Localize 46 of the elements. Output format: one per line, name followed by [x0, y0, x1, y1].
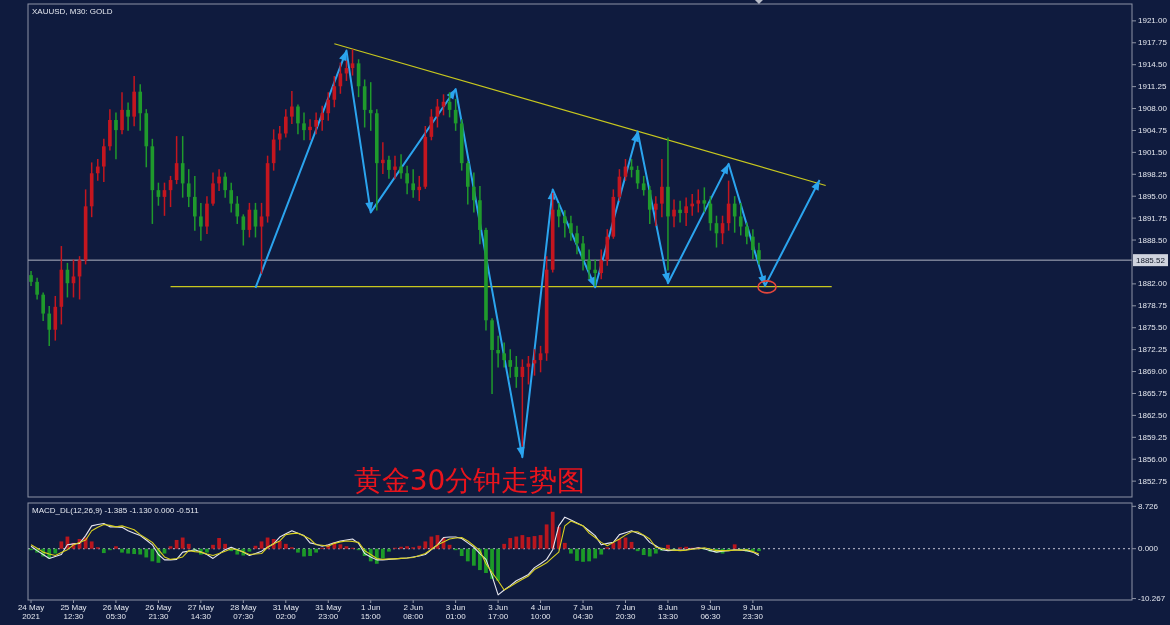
x-tick-label: 7 Jun 20:30: [615, 603, 637, 621]
x-tick-label: 26 May 21:30: [145, 603, 172, 621]
x-tick-label: 2 Jun 08:00: [403, 603, 424, 621]
x-tick-label: 1 Jun 15:00: [360, 603, 382, 621]
x-tick-label: 9 Jun 06:30: [700, 603, 721, 621]
x-tick-label: 27 May 14:30: [187, 603, 214, 621]
y-tick-label: 1856.00: [1138, 454, 1168, 464]
y-tick-label: 1878.75: [1138, 301, 1168, 311]
y-tick-label: 1875.50: [1138, 323, 1168, 333]
y-tick-label: 1921.00: [1138, 16, 1168, 26]
x-tick-label: 7 Jun 04:30: [573, 603, 594, 621]
x-tick-label: 4 Jun 10:00: [530, 603, 552, 621]
y-tick-label: 1917.75: [1138, 38, 1168, 48]
y-tick-label: 1882.00: [1138, 279, 1168, 289]
y-tick-label: 1862.50: [1138, 410, 1168, 420]
y-tick-label: 1914.50: [1138, 60, 1168, 70]
x-tick-label: 28 May 07:30: [230, 603, 257, 621]
y-tick-label: 1904.75: [1138, 125, 1168, 135]
chart-title: XAUUSD, M30: GOLD: [32, 7, 113, 16]
x-tick-label: 24 May 2021: [17, 603, 45, 621]
y-tick-label: 8.726: [1138, 501, 1159, 511]
y-tick-label: 1891.75: [1138, 213, 1168, 223]
ref-line-label: 1885.52: [1136, 255, 1166, 265]
y-tick-label: -10.267: [1138, 594, 1166, 604]
x-tick-label: 9 Jun 23:30: [742, 603, 764, 621]
y-tick-label: 1888.50: [1138, 235, 1168, 245]
x-tick-label: 8 Jun 13:30: [657, 603, 679, 621]
x-tick-label: 26 May 05:30: [102, 603, 130, 621]
chart-title: MACD_DL(12,26,9) -1.385 -1.130 0.000 -0.511: [32, 506, 200, 515]
y-tick-label: 1872.25: [1138, 345, 1168, 355]
x-tick-label: 25 May 12:30: [60, 603, 87, 621]
x-tick-label: 31 May 23:00: [315, 603, 342, 621]
y-tick-label: 1901.50: [1138, 147, 1168, 157]
x-tick-label: 3 Jun 01:00: [445, 603, 467, 621]
x-tick-label: 31 May 02:00: [272, 603, 299, 621]
y-tick-label: 1898.25: [1138, 169, 1168, 179]
y-tick-label: 0.000: [1138, 544, 1159, 554]
y-tick-label: 1865.75: [1138, 388, 1168, 398]
y-tick-label: 1911.25: [1138, 82, 1167, 92]
annotation: 黄金30分钟走势图: [353, 464, 586, 497]
x-tick-label: 3 Jun 17:00: [488, 603, 509, 621]
y-tick-label: 1852.75: [1138, 476, 1168, 486]
y-tick-label: 1859.25: [1138, 432, 1168, 442]
y-tick-label: 1908.00: [1138, 104, 1168, 114]
y-tick-label: 1895.00: [1138, 191, 1168, 201]
y-tick-label: 1869.00: [1138, 367, 1168, 377]
